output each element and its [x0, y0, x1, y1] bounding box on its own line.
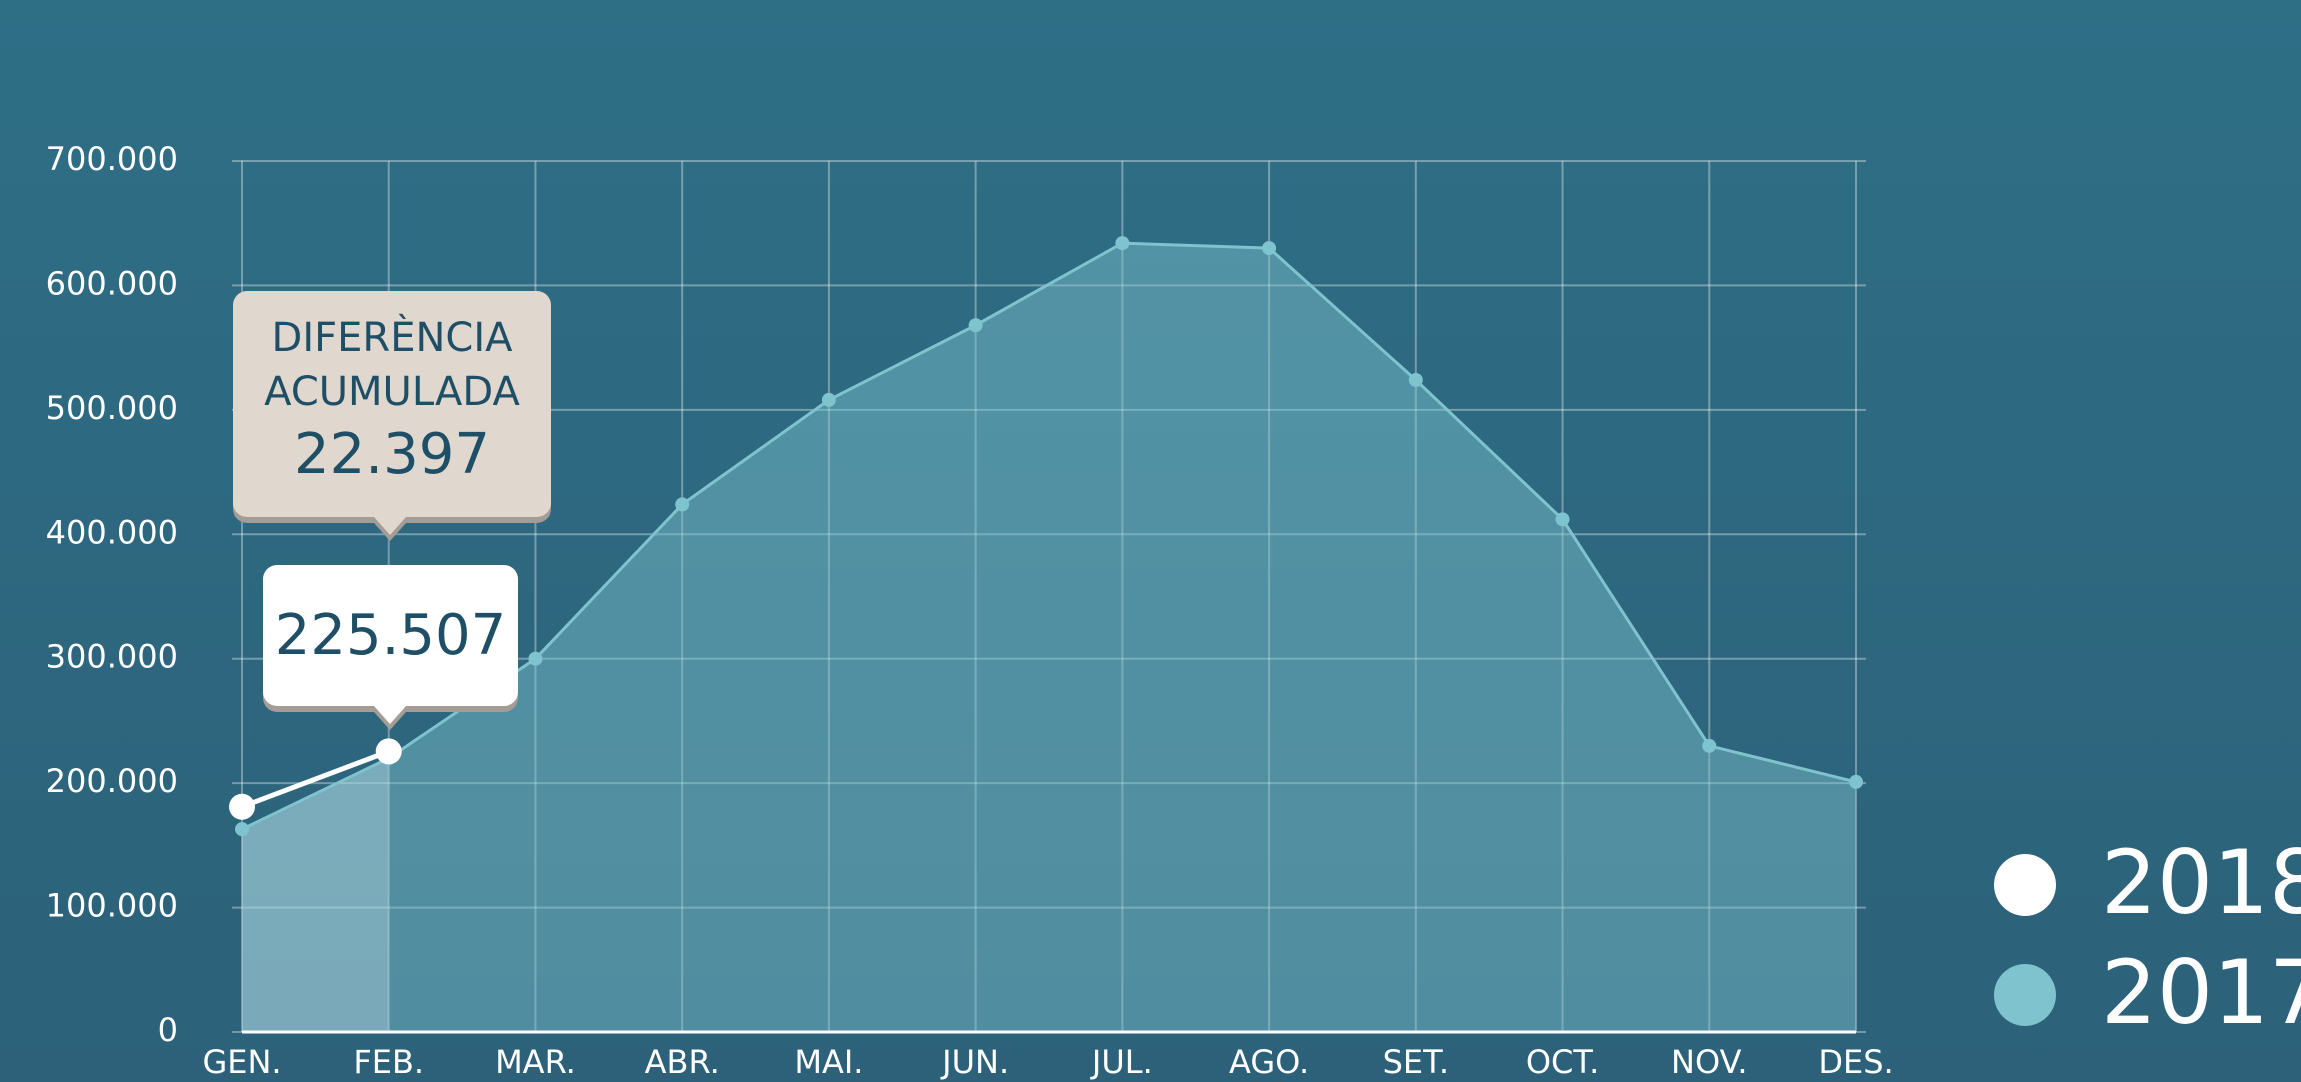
point [528, 651, 543, 666]
point [1408, 372, 1423, 387]
y-tick-label: 200.000 [46, 762, 178, 800]
y-tick-label: 400.000 [46, 513, 178, 551]
point [1702, 738, 1717, 753]
point [675, 497, 690, 512]
x-tick-label: FEB. [353, 1043, 424, 1081]
point [1555, 512, 1570, 527]
y-tick-label: 700.000 [46, 140, 178, 178]
point [1115, 236, 1130, 251]
y-tick-label: 0 [158, 1011, 178, 1049]
legend-label: 2018 [2101, 831, 2301, 934]
x-tick-label: MAI. [794, 1043, 863, 1081]
point [375, 738, 402, 765]
tooltip-arrow [374, 706, 406, 724]
value-tooltip: 225.507 [263, 565, 518, 706]
y-tick-label: 500.000 [46, 389, 178, 427]
x-tick-label: OCT. [1526, 1043, 1599, 1081]
legend-label: 2017 [2101, 941, 2301, 1044]
point [1849, 774, 1863, 789]
x-tick-label: JUN. [940, 1043, 1009, 1081]
x-tick-label: AGO. [1229, 1043, 1309, 1081]
point [968, 318, 983, 333]
x-tick-label: NOV. [1671, 1043, 1748, 1081]
x-tick-label: DES. [1818, 1043, 1893, 1081]
legend-marker [1994, 854, 2056, 916]
area [242, 243, 1856, 1032]
x-tick-label: JUL. [1090, 1043, 1153, 1081]
x-tick-label: ABR. [645, 1043, 720, 1081]
difference-tooltip: DIFERÈNCIA ACUMULADA 22.397 [233, 291, 551, 517]
point [1262, 241, 1277, 256]
point [821, 392, 836, 407]
x-tick-label: GEN. [202, 1043, 281, 1081]
point [235, 822, 249, 837]
highlight-area [242, 758, 389, 1032]
annotation-value: 22.397 [294, 422, 490, 487]
point [229, 793, 255, 820]
y-tick-label: 300.000 [46, 638, 178, 676]
legend-marker [1994, 964, 2056, 1026]
y-tick-label: 100.000 [46, 887, 178, 925]
tooltip-arrow [374, 517, 406, 535]
line [241, 749, 390, 810]
x-tick-label: MAR. [495, 1043, 576, 1081]
x-tick-label: SET. [1383, 1043, 1449, 1081]
y-tick-label: 600.000 [46, 264, 178, 302]
annotation-title: DIFERÈNCIA ACUMULADA [264, 315, 520, 415]
